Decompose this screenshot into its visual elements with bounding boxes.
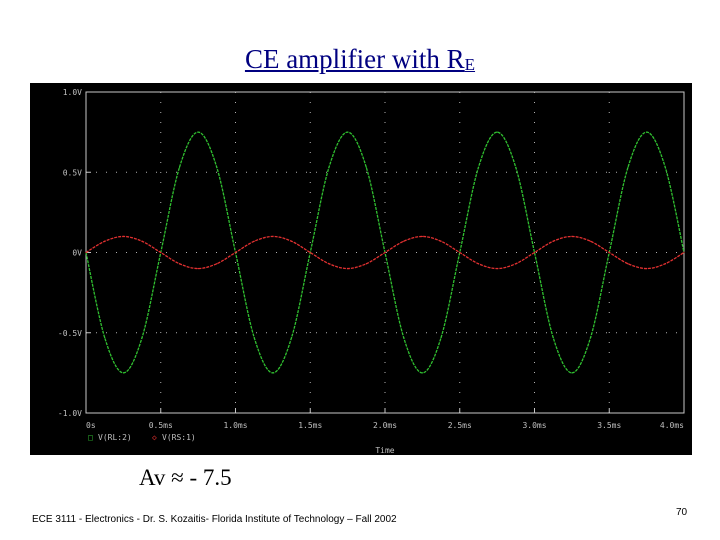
x-tick-label: 4.0ms [660,421,684,430]
data-point-2 [272,235,274,238]
data-point-1 [365,166,367,169]
y-tick-label: 0.5V [63,168,82,177]
data-point-2 [234,251,237,254]
legend-label-2: V(RS:1) [162,433,196,442]
data-point-1 [141,336,143,339]
data-point-2 [104,240,106,242]
data-point-1 [197,131,199,133]
data-point-1 [216,166,218,169]
slide-title-subscript: E [464,55,476,74]
data-point-1 [104,336,106,339]
data-point-1 [477,166,480,169]
data-point-1 [253,336,255,339]
y-tick-label: 0V [72,249,82,258]
data-point-1 [122,372,124,374]
data-point-2 [664,263,666,265]
data-point-2 [309,251,311,254]
probe-plot: 0s 0.5ms 1.0ms 1.5ms 2.0ms 2.5ms 3.0ms 3.5ms 4.0… [30,83,692,455]
y-tick-label: 1.0V [63,88,82,97]
data-point-1 [664,166,666,169]
data-point-2 [683,251,685,254]
data-point-2 [253,240,255,242]
data-point-1 [421,372,423,374]
x-tick-label: 3.5ms [597,421,621,430]
legend-label-1: V(RL:2) [98,433,132,442]
data-point-1 [646,131,648,133]
x-axis-label: Time [375,446,394,455]
data-point-2 [122,235,124,238]
slide-title: CE amplifier with RE [0,44,720,75]
data-point-2 [365,263,367,265]
data-point-2 [85,251,87,254]
data-point-1 [627,166,629,169]
data-point-1 [589,336,592,339]
data-point-2 [421,235,423,238]
data-point-2 [178,263,181,265]
x-tick-label: 0s [86,421,96,430]
data-point-2 [347,267,349,270]
plot-background [30,83,692,455]
x-tick-label: 2.5ms [448,421,472,430]
data-point-2 [403,240,405,242]
data-point-2 [216,263,218,265]
data-point-2 [533,251,536,254]
data-point-2 [496,267,498,270]
data-point-2 [290,240,293,242]
footer-text: ECE 3111 - Electronics - Dr. S. Kozaitis… [32,514,397,525]
data-point-1 [496,131,498,133]
page-number: 70 [676,507,688,518]
data-point-1 [290,336,293,339]
data-point-2 [515,263,517,265]
data-point-1 [440,336,442,339]
y-tick-label: -1.0V [58,409,82,418]
data-point-1 [347,131,349,133]
data-point-2 [384,251,386,254]
x-tick-label: 0.5ms [149,421,173,430]
data-point-2 [141,240,143,242]
data-point-2 [459,251,461,254]
slide-title-text: CE amplifier with R [244,44,465,74]
data-point-1 [328,166,330,169]
data-point-2 [571,235,573,238]
data-point-2 [552,240,554,242]
data-point-2 [197,267,199,270]
data-point-2 [646,267,648,270]
data-point-2 [477,263,480,265]
x-tick-label: 2.0ms [373,421,397,430]
data-point-2 [440,240,442,242]
x-tick-label: 3.0ms [522,421,546,430]
data-point-1 [515,166,517,169]
data-point-2 [608,251,610,254]
data-point-2 [160,251,162,254]
data-point-2 [627,263,629,265]
x-tick-label: 1.0ms [223,421,247,430]
data-point-1 [178,166,181,169]
legend-marker-2: ◇ [152,433,157,442]
data-point-1 [272,372,274,374]
data-point-1 [571,372,573,374]
data-point-1 [552,336,554,339]
data-point-1 [403,336,405,339]
data-point-2 [589,240,592,242]
data-point-2 [328,263,330,265]
gain-label: Av ≈ - 7.5 [139,465,232,490]
legend-marker-1: □ [88,433,93,442]
y-tick-label: -0.5V [58,329,82,338]
x-tick-label: 1.5ms [298,421,322,430]
